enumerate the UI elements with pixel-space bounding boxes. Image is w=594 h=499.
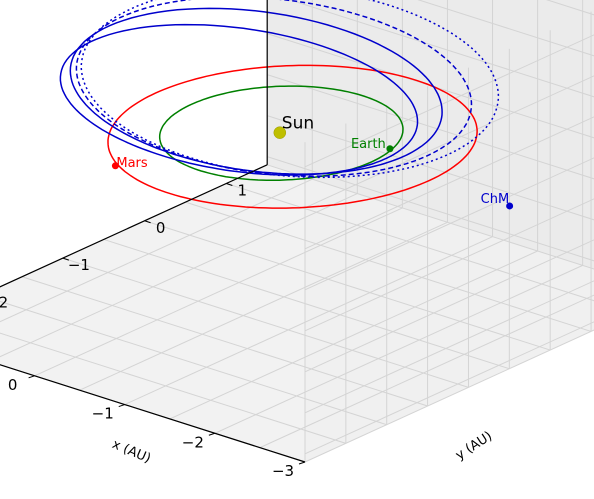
gridline [103,238,510,370]
x-axis-label: x (AU) [110,437,153,467]
mars-label: Mars [116,156,148,171]
orbit-lines [59,0,500,209]
gridline [267,33,594,139]
gridline [267,164,594,270]
gridline [417,0,594,57]
gridline [304,157,594,291]
gridline [79,221,448,391]
y-tick-mark [62,257,70,261]
gridline [169,250,538,420]
orbit-line [107,64,478,209]
gridline [267,156,594,262]
gridline [62,257,469,388]
body-markers: Sun Earth Mars ChM [111,114,514,210]
orbit-line [75,0,473,177]
gridline [267,74,594,180]
y-axis-label: y (AU) [453,429,495,464]
y-tick-label: 0 [156,219,166,237]
chm-label: ChM [481,192,510,207]
gridline [267,115,594,221]
gridline [304,198,594,332]
earth-marker [386,145,394,153]
gridline [259,294,594,449]
y-tick-mark [144,220,151,224]
y-tick-label: −1 [68,256,90,274]
mars-marker [111,162,119,170]
x-tick-mark [28,375,35,379]
x-tick-label: −2 [182,433,204,451]
gridline [226,182,594,302]
x-tick-mark [208,432,216,436]
gridline [144,220,551,351]
y-tick-mark [226,183,233,186]
x-tick-label: −1 [92,405,114,423]
y-axis-line [0,164,268,288]
x-tick-label: 0 [8,376,18,394]
gridline [34,207,403,377]
chm-marker [506,202,514,210]
gridlines [0,0,594,463]
gridline [0,193,358,358]
gridline [304,75,594,209]
axis-panes [0,0,594,462]
earth-label: Earth [351,137,386,152]
gridline [304,329,594,463]
gridline [304,280,594,414]
x-axis-line [0,364,306,463]
gridline [0,332,347,444]
gridline [304,116,594,250]
y-tick-label: 1 [238,181,248,199]
axis-ticks: −3−2−101−3−2−101 [0,0,306,480]
sun-label: Sun [282,114,314,134]
gridline [288,0,594,98]
gridline [304,239,594,373]
x-tick-mark [118,404,125,408]
gridline [124,236,493,405]
gridline [304,321,594,455]
gridline [0,300,387,426]
x-tick-mark [298,461,306,465]
gridline [304,34,594,168]
gridline [21,276,428,407]
orbit-line [80,0,500,179]
gridline [214,264,583,434]
orbit-line [59,23,419,176]
x-tick-label: −3 [272,462,294,480]
sun-marker [273,126,287,139]
gridline [185,201,592,332]
y-tick-label: −2 [0,293,8,311]
